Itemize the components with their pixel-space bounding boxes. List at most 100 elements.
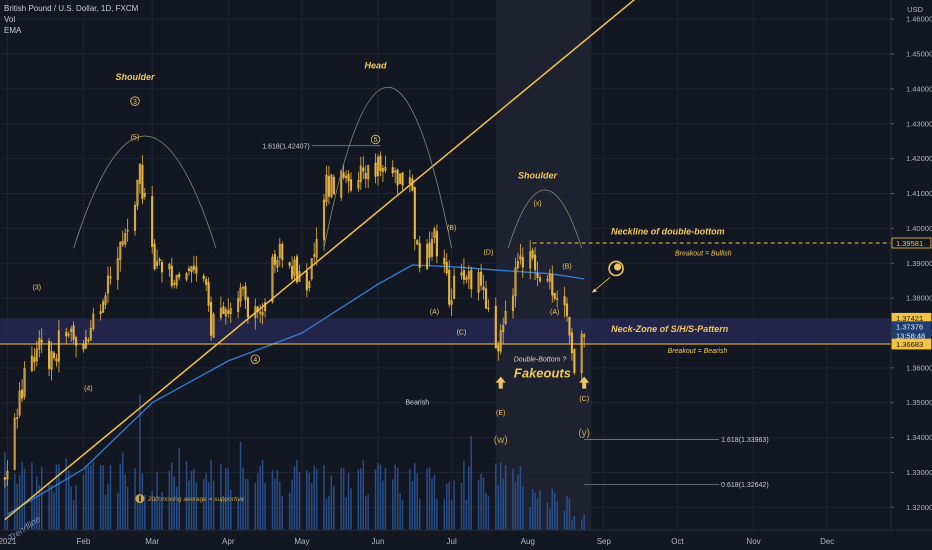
circled-wave-ring <box>250 354 260 364</box>
volume-bar <box>242 467 244 530</box>
volume-bar <box>384 468 387 530</box>
candle-body <box>394 170 397 173</box>
symbol-line[interactable]: British Pound / U.S. Dollar, 1D, FXCM <box>4 4 139 13</box>
volume-bar <box>75 484 77 530</box>
circled-wave-label: 5 <box>374 137 378 144</box>
candle-body <box>187 268 191 272</box>
volume-bar <box>443 499 446 530</box>
candle-body <box>396 169 399 186</box>
volume-bar <box>431 478 433 530</box>
volume-bar <box>173 476 176 530</box>
volume-bar <box>499 462 502 530</box>
volume-bar <box>428 467 431 530</box>
volume-bar <box>168 470 171 530</box>
time-tick-label: Oct <box>671 537 684 546</box>
candle-body <box>408 177 411 185</box>
volume-bar <box>306 470 308 530</box>
candle-body <box>21 389 24 399</box>
volume-bar <box>342 467 345 530</box>
volume-bar <box>453 480 455 530</box>
candle-body <box>531 250 534 259</box>
volume-bar <box>357 469 360 530</box>
time-axis-ticks: 2021 Feb Mar Apr May Jun Jul Aug Sep Oct Nov Dec <box>0 537 834 546</box>
volume-bar <box>259 465 261 530</box>
arc <box>507 189 583 249</box>
volume-bar <box>244 478 247 530</box>
candle-body <box>313 254 316 257</box>
candle-body <box>3 477 6 480</box>
time-tick-label: Dec <box>820 537 834 546</box>
volume-bar <box>225 467 227 530</box>
candle-body <box>192 265 195 270</box>
candle-body <box>190 266 193 273</box>
candle-body <box>13 417 16 470</box>
candle-body <box>18 390 21 416</box>
candle-body <box>212 314 215 338</box>
candle-body <box>35 348 38 362</box>
shaded-period-rect <box>495 0 592 530</box>
volume-bar <box>205 473 207 530</box>
candle-body <box>325 174 328 202</box>
volume-bar <box>573 515 576 530</box>
volume-bar <box>92 461 95 530</box>
candle-body <box>327 176 330 197</box>
time-tick-label: Mar <box>145 537 159 546</box>
candle-body <box>23 368 26 397</box>
candle-body <box>362 167 365 172</box>
volume-bar <box>85 466 87 530</box>
double-bottom-label: Double-Bottom ? <box>514 357 567 364</box>
candle-body <box>126 230 129 232</box>
candle-body <box>460 272 463 276</box>
volume-bar <box>546 502 549 530</box>
volume-bar <box>4 452 6 530</box>
candle-body <box>534 254 537 271</box>
candle-body <box>315 239 318 258</box>
volume-bar <box>418 499 421 530</box>
volume-bar <box>308 473 311 530</box>
candle-body <box>494 305 497 349</box>
bullish-label: Breakout = Bullish <box>675 251 732 258</box>
candle-body <box>207 282 210 306</box>
volume-bar <box>399 493 401 530</box>
up-arrow-icon <box>579 376 590 389</box>
volume-bar <box>104 494 107 530</box>
ema-indicator-label[interactable]: EMA <box>4 26 22 35</box>
shaded-period <box>495 0 592 530</box>
candle-body <box>210 302 213 336</box>
volume-bar <box>411 481 414 530</box>
candle-body <box>381 168 384 172</box>
volume-bar <box>531 488 534 530</box>
volume-bar <box>16 483 18 530</box>
candle-body <box>443 257 446 265</box>
volume-bar <box>463 461 465 530</box>
volume-bar <box>364 496 367 530</box>
volume-bar <box>519 466 522 530</box>
ema-note-label: 200 moving average = supportive <box>147 496 245 503</box>
volume-bar <box>264 483 266 530</box>
candle-body <box>124 233 127 245</box>
annotations: Shoulder Head Shoulder 3 5 4 (5) (3) (4) (B) (A) (C… <box>33 61 732 504</box>
candle-body <box>106 275 110 294</box>
volume-bar <box>480 473 482 530</box>
volume-bar <box>553 492 556 530</box>
candle-body <box>141 164 144 200</box>
up-arrow-icon <box>495 376 506 389</box>
volume-bar <box>237 499 239 530</box>
candle-body <box>205 279 208 285</box>
price-badge-label: 1.37421 <box>896 314 923 323</box>
volume-bar <box>340 468 342 530</box>
volume-bar <box>288 492 291 530</box>
candle-body <box>379 155 382 172</box>
price-tick-label: 1.43000 <box>906 119 932 128</box>
volume-bar <box>465 500 468 530</box>
candle-body <box>345 175 348 179</box>
price-tick-label: 1.42000 <box>906 154 932 163</box>
eye-pointer-arrowhead <box>592 288 598 293</box>
price-tick-label: 1.41000 <box>906 189 932 198</box>
candle-body <box>121 241 124 245</box>
candle-body <box>33 357 36 363</box>
volume-bar <box>48 482 50 530</box>
volume-indicator-label[interactable]: Vol <box>4 15 16 24</box>
candle-body <box>84 337 87 349</box>
